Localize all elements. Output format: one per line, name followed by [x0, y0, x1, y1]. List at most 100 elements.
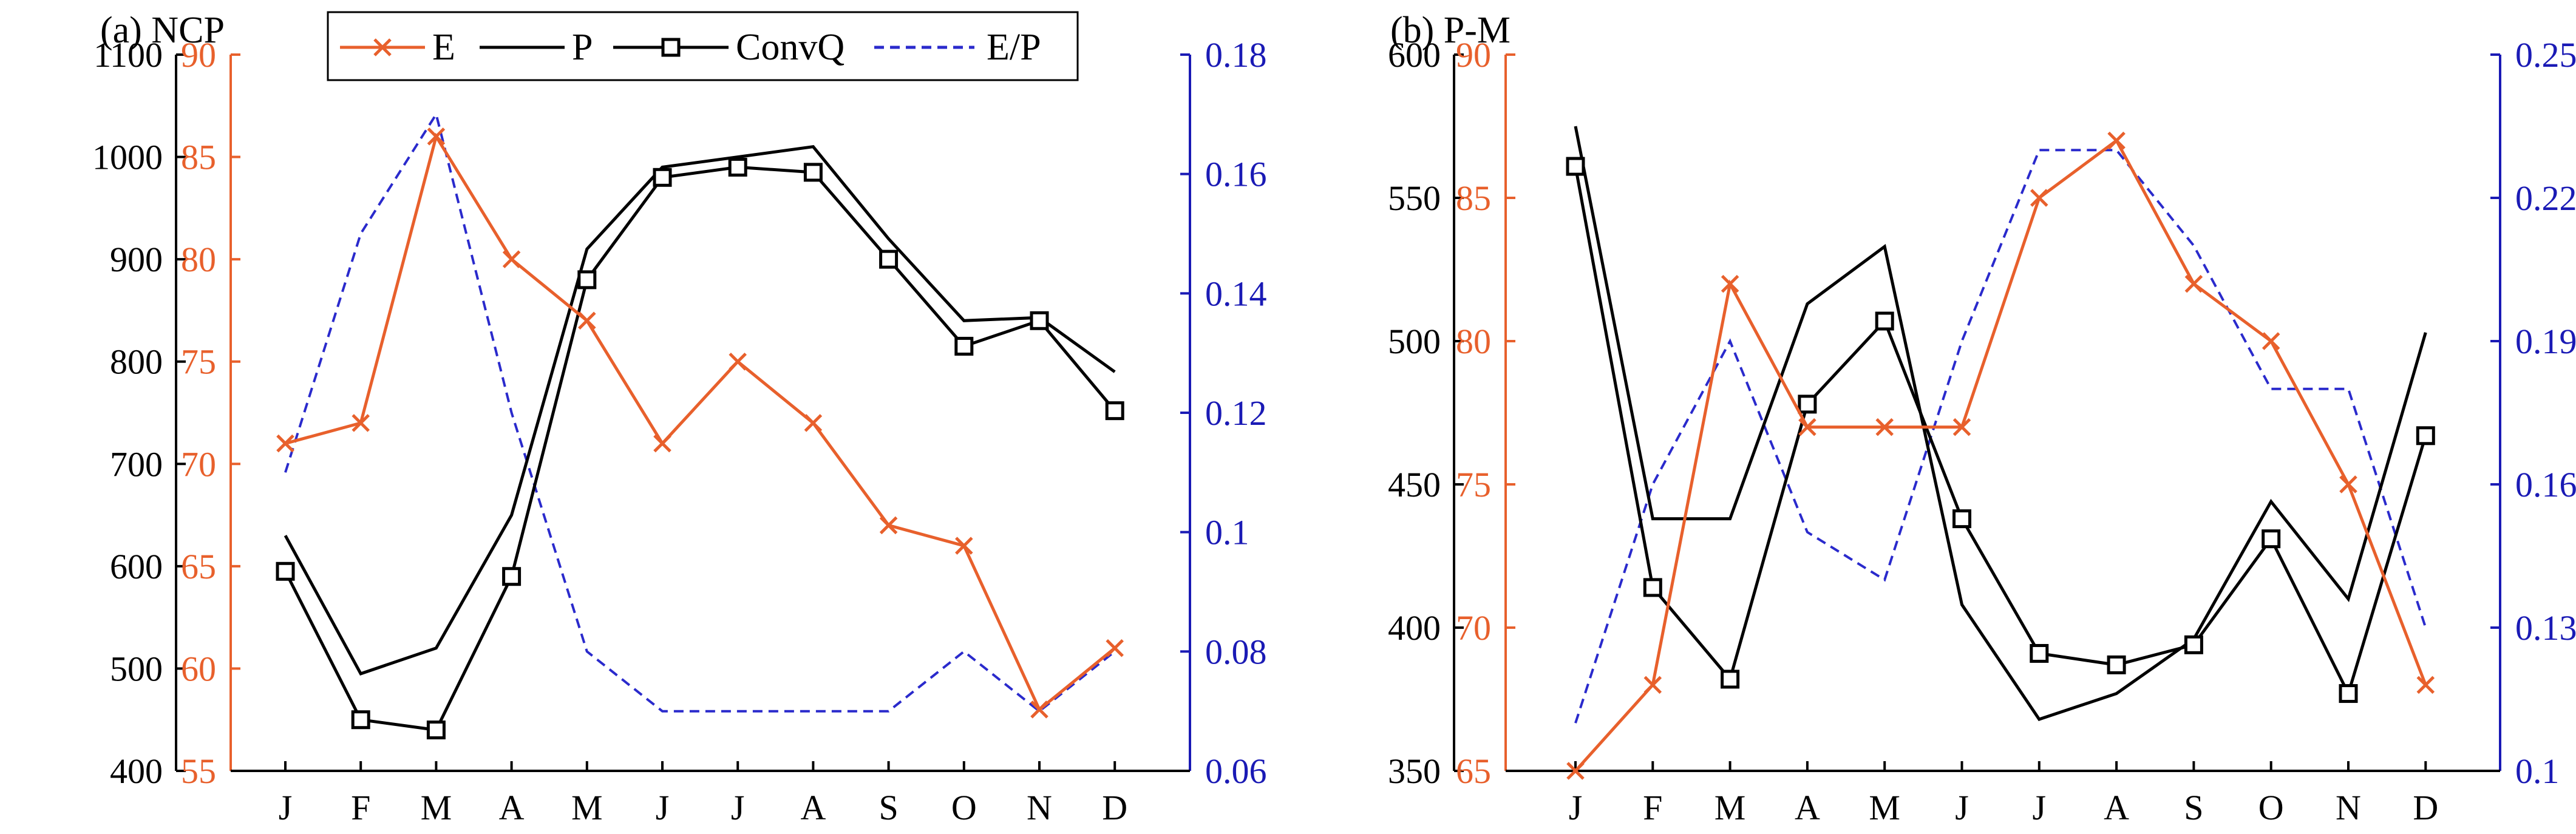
- panel-b-series-e-point: [2262, 332, 2280, 350]
- panel-b-series-e-point: [1721, 274, 1739, 293]
- panel-b-right-tick-label: 0.13: [2515, 608, 2576, 648]
- panel-a: (a) NCP 400 500 600 700 800 900 1000 1100 55 60 6…: [92, 10, 1267, 827]
- panel-a-x-tick-label: M: [571, 788, 603, 827]
- panel-b-right-tick-label: 0.1: [2515, 751, 2560, 791]
- legend-e-marker: [373, 38, 392, 56]
- panel-a-series-convq-point: [954, 336, 974, 356]
- panel-a-series-ratio-line: [284, 111, 1116, 713]
- panel-b-series-e-point: [2107, 131, 2126, 150]
- panel-a-series-convq-point: [728, 157, 747, 177]
- panel-b-right-tick-label: 0.19: [2515, 322, 2576, 361]
- panel-a-series-convq-point: [426, 720, 446, 740]
- panel-a-legend: E P ConvQ E/P: [327, 11, 1079, 81]
- panel-b-left-outer-tick-label: 400: [1388, 608, 1441, 648]
- panel-a-right-tick-label: 0.1: [1205, 513, 1249, 552]
- panel-a-left-inner-tick-label: 65: [181, 547, 216, 586]
- panel-b-left-outer-tick-label: 600: [1388, 35, 1441, 75]
- panel-a-series-e-line: [285, 132, 1116, 712]
- panel-a-series-p-line: [284, 145, 1116, 676]
- panel-a-right-ticks: 0.06 0.08 0.1 0.12 0.14 0.16 0.18: [1180, 35, 1267, 791]
- panel-a-left-inner-tick-label: 80: [181, 240, 216, 279]
- panel-b-left-inner-tick-label: 70: [1456, 608, 1491, 648]
- panel-b-series-e-point: [2184, 274, 2203, 293]
- panel-a-series-e-point: [729, 352, 747, 371]
- panel-a-left-outer-tick-label: 500: [110, 649, 163, 688]
- panel-b-series: [1566, 126, 2435, 780]
- legend-ratio-label: E/P: [987, 27, 1041, 68]
- panel-b-x-tick-label: N: [2336, 788, 2361, 827]
- panel-a-x-tick-label: J: [279, 788, 293, 827]
- panel-a-left-outer-tick-label: 900: [110, 240, 163, 279]
- panel-a-left-inner-tick-label: 75: [181, 342, 216, 382]
- panel-a-x-tick-label: A: [800, 788, 826, 827]
- panel-b-right-tick-label: 0.25: [2515, 35, 2576, 75]
- panel-a-series-convq-point: [803, 163, 823, 182]
- panel-b-x-tick-label: O: [2258, 788, 2284, 827]
- panel-b-left-inner-tick-label: 90: [1456, 35, 1491, 75]
- panel-a-x-tick-label: J: [656, 788, 670, 827]
- panel-a-series-e-point: [578, 311, 596, 330]
- panel-a-series-e-point: [352, 414, 370, 432]
- panel-b-x-tick-label: M: [1869, 788, 1900, 827]
- legend-item-e: E: [340, 27, 455, 68]
- panel-b-series-convq-point: [1721, 670, 1740, 689]
- panel-a-series-e-point: [1030, 700, 1048, 719]
- panel-b-x-tick-label: J: [1955, 788, 1969, 827]
- panel-b-series-p-line: [1574, 126, 2427, 721]
- panel-a-left-inner-tick-label: 90: [181, 35, 216, 75]
- panel-a-x-tick-label: D: [1102, 788, 1127, 827]
- panel-a-left-inner-ticks: 55 60 65 70 75 80 85 90: [181, 35, 240, 791]
- panel-a-right-tick-label: 0.14: [1205, 274, 1267, 313]
- legend-e-label: E: [432, 27, 455, 68]
- panel-b-series-convq-point: [1798, 395, 1817, 414]
- panel-b-series-e-point: [1952, 418, 1971, 436]
- panel-a-series-convq-point: [1030, 311, 1049, 330]
- panel-b-right-ticks: 0.1 0.13 0.16 0.19 0.22 0.25: [2490, 35, 2576, 791]
- panel-b-series-convq-point: [2262, 529, 2281, 549]
- panel-b-series-e-point: [1566, 762, 1585, 780]
- panel-a-series-convq-line: [284, 165, 1116, 732]
- panel-a-series-convq-point: [577, 270, 597, 290]
- panel-b-series-e-point: [2030, 189, 2048, 207]
- legend-item-ratio: E/P: [874, 27, 1041, 68]
- panel-a-x-tick-label: S: [878, 788, 898, 827]
- panel-b-x-tick-label: M: [1715, 788, 1746, 827]
- panel-a-series-e-point: [879, 516, 898, 535]
- panel-a-right-tick-label: 0.18: [1205, 35, 1267, 75]
- panel-a-series-e-point: [502, 250, 521, 268]
- panel-b-x-tick-label: D: [2413, 788, 2438, 827]
- panel-a-x-tick-label: M: [421, 788, 452, 827]
- panel-a-x-tick-label: F: [351, 788, 370, 827]
- panel-b-series-convq-point: [1643, 578, 1662, 597]
- panel-b-x-tick-label: J: [2033, 788, 2047, 827]
- panel-a-series-convq-point: [351, 710, 370, 730]
- panel-a-series-e-point: [955, 537, 973, 555]
- panel-b-series-e-point: [1875, 418, 1894, 436]
- panel-a-left-outer-tick-label: 700: [110, 444, 163, 484]
- panel-a-series: [276, 111, 1124, 740]
- panel-b-series-e-point: [2416, 676, 2435, 694]
- panel-b-left-outer-tick-label: 350: [1388, 751, 1441, 791]
- panel-a-left-outer-tick-label: 600: [110, 547, 163, 586]
- panel-a-left-outer-tick-label: 800: [110, 342, 163, 382]
- panel-a-series-convq-point: [276, 561, 295, 581]
- panel-b-series-e-point: [1643, 676, 1662, 694]
- panel-b-x-tick-label: A: [2104, 788, 2129, 827]
- panel-b-series-convq-point: [2416, 426, 2435, 446]
- panel-a-left-outer-ticks: 400 500 600 700 800 900 1000 1100: [92, 35, 186, 791]
- panel-b-series-convq-point: [1875, 311, 1894, 331]
- panel-a-left-outer-tick-label: 400: [110, 751, 163, 791]
- panel-b-right-tick-label: 0.16: [2515, 465, 2576, 504]
- panel-a-series-e-point: [804, 414, 823, 432]
- panel-a-x-tick-label: A: [499, 788, 525, 827]
- panel-a-title: (a) NCP: [100, 10, 225, 51]
- panel-b-series-convq-point: [2184, 635, 2203, 654]
- panel-b-x-tick-label: J: [1569, 788, 1583, 827]
- panel-a-x-tick-label: N: [1027, 788, 1052, 827]
- panel-b-x-tick-label: S: [2184, 788, 2203, 827]
- panel-a-series-e-point: [1106, 639, 1124, 657]
